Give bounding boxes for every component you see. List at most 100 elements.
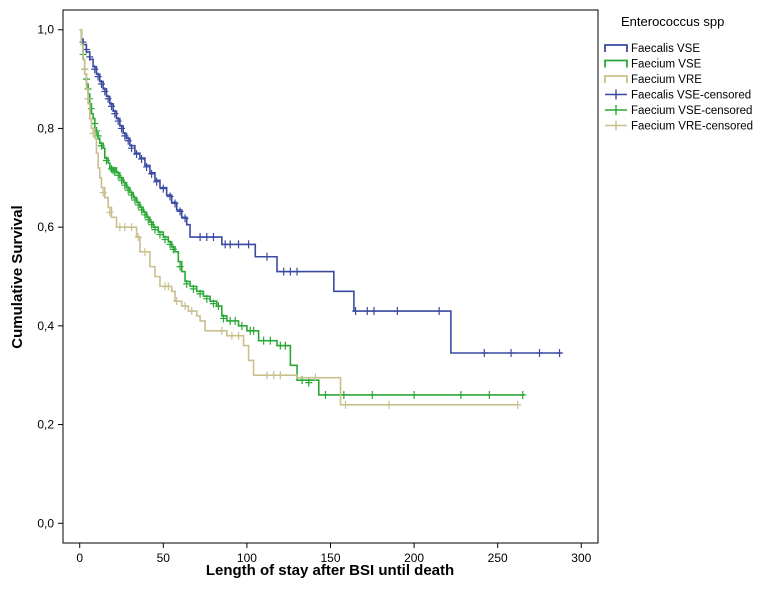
- legend-line-swatch: [604, 75, 628, 83]
- censored-mark: [94, 131, 102, 140]
- censored-mark: [121, 223, 129, 232]
- censored-mark: [266, 336, 274, 345]
- censored-mark: [340, 390, 348, 399]
- legend-label: Faecalis VSE-censored: [631, 90, 751, 102]
- censored-mark: [89, 129, 97, 138]
- censored-mark: [133, 150, 141, 159]
- censored-mark: [91, 119, 99, 128]
- censored-mark: [153, 177, 161, 186]
- censored-mark: [188, 307, 196, 316]
- censored-mark: [94, 72, 102, 81]
- censored-mark: [114, 171, 122, 180]
- censored-mark: [102, 156, 110, 165]
- legend-item: Faecium VSE: [604, 59, 702, 71]
- censored-mark: [203, 294, 211, 303]
- censored-mark: [226, 240, 234, 249]
- legend-label: Faecium VSE-censored: [631, 105, 752, 117]
- censored-mark: [86, 52, 94, 61]
- censored-mark: [235, 240, 243, 249]
- y-tick-label: 0,4: [37, 319, 54, 333]
- censored-mark: [286, 267, 294, 276]
- censored-mark: [156, 230, 164, 239]
- censored-mark: [209, 233, 217, 242]
- censored-mark: [109, 166, 117, 175]
- censored-mark: [124, 136, 132, 145]
- censored-mark: [457, 390, 465, 399]
- censored-mark: [293, 267, 301, 276]
- y-axis: 0,0 0,2 0,4 0,6 0,8 1,0: [37, 23, 63, 530]
- censored-mark: [106, 208, 114, 217]
- censored-mark: [118, 176, 126, 185]
- censored-mark: [342, 400, 350, 409]
- x-axis-title: Length of stay after BSI until death: [206, 562, 454, 579]
- censored-mark: [138, 155, 146, 164]
- censored-mark: [270, 371, 278, 380]
- censored-mark: [99, 188, 107, 197]
- censored-mark: [535, 348, 543, 357]
- censored-mark: [214, 302, 222, 311]
- censored-mark: [148, 220, 156, 229]
- censored-mark: [143, 162, 151, 171]
- legend-line-swatch: [604, 44, 628, 52]
- censored-mark: [385, 400, 393, 409]
- censored-mark: [101, 87, 109, 96]
- censored-mark: [114, 117, 122, 126]
- survival-curve-line: [79, 28, 562, 354]
- censored-mark: [280, 267, 288, 276]
- censored-mark: [82, 45, 90, 54]
- censored-mark: [435, 307, 443, 316]
- censored-mark: [138, 205, 146, 214]
- censored-mark: [141, 247, 149, 256]
- censored-mark: [311, 373, 319, 382]
- censored-mark: [370, 307, 378, 316]
- censored-mark: [159, 184, 167, 193]
- censored-mark: [171, 199, 179, 208]
- legend-item: Faecalis VSE: [604, 43, 700, 55]
- censored-mark: [519, 390, 527, 399]
- censored-mark: [97, 80, 105, 89]
- censored-mark: [128, 223, 136, 232]
- censored-mark: [245, 240, 253, 249]
- x-tick-label: 100: [237, 551, 257, 565]
- survival-curves: [79, 28, 564, 409]
- censored-mark: [91, 65, 99, 74]
- censored-mark: [514, 400, 522, 409]
- censored-mark: [131, 196, 139, 205]
- x-tick-label: 200: [404, 551, 424, 565]
- legend-item: Faecium VRE-censored: [605, 120, 753, 133]
- censored-mark: [228, 331, 236, 340]
- censored-mark: [107, 102, 115, 111]
- censored-mark: [183, 279, 191, 288]
- censored-mark: [263, 371, 271, 380]
- censored-mark: [363, 307, 371, 316]
- x-tick-label: 50: [157, 551, 171, 565]
- censored-mark: [238, 321, 246, 330]
- censored-mark: [231, 316, 239, 325]
- censored-mark: [209, 299, 217, 308]
- y-tick-label: 0,6: [37, 220, 54, 234]
- censored-mark: [134, 200, 142, 209]
- censored-mark: [128, 191, 136, 200]
- legend-item: Faecium VRE: [604, 74, 702, 86]
- censored-mark: [148, 169, 156, 178]
- censored-mark: [161, 235, 169, 244]
- censored-mark: [250, 326, 258, 335]
- y-tick-label: 0,8: [37, 121, 54, 135]
- legend-line-swatch: [604, 59, 628, 68]
- legend-item: Faecium VSE-censored: [605, 105, 752, 117]
- legend: Enterococcus spp Faecalis VSE Faecium VSE…: [604, 14, 753, 133]
- legend-label: Faecium VRE: [631, 74, 702, 86]
- censored-mark: [104, 94, 112, 103]
- censored-mark: [410, 390, 418, 399]
- x-tick-label: 300: [571, 551, 591, 565]
- censored-mark: [196, 233, 204, 242]
- y-axis-title: Cumulative Survival: [9, 205, 26, 348]
- censored-mark: [124, 186, 132, 195]
- censored-mark: [121, 181, 129, 190]
- legend-item: Faecalis VSE-censored: [605, 89, 751, 102]
- censored-mark: [176, 262, 184, 271]
- censored-mark: [121, 131, 129, 140]
- y-tick-label: 0,0: [37, 516, 54, 530]
- x-tick-label: 0: [76, 551, 83, 565]
